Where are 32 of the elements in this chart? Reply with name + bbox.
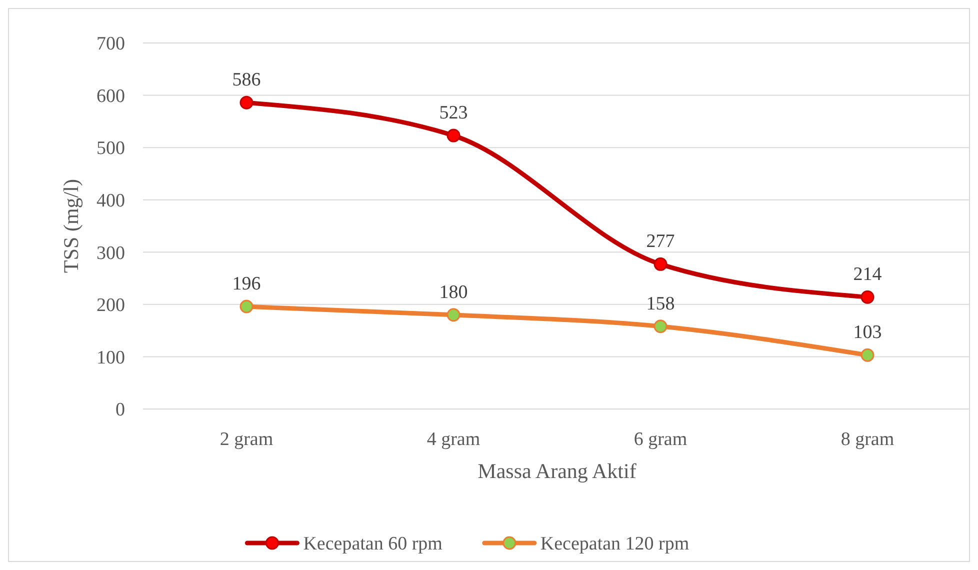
data-label: 523 xyxy=(439,102,468,124)
y-tick-label: 700 xyxy=(96,34,125,55)
y-tick-label: 200 xyxy=(96,295,125,316)
x-axis-title: Massa Arang Aktif xyxy=(478,459,636,483)
data-label: 586 xyxy=(232,70,261,91)
point xyxy=(860,348,874,362)
data-label: 158 xyxy=(646,293,675,314)
point xyxy=(240,96,254,110)
y-tick-label: 500 xyxy=(96,138,125,160)
data-label: 196 xyxy=(232,274,261,295)
x-tick-label: 8 gram xyxy=(840,429,894,450)
point xyxy=(654,257,668,271)
point xyxy=(240,300,254,314)
x-tick-label: 4 gram xyxy=(426,429,480,450)
y-tick-label: 600 xyxy=(96,86,125,107)
y-tick-label: 0 xyxy=(116,400,125,421)
point xyxy=(446,128,460,142)
y-axis-title: TSS (mg/l) xyxy=(59,179,83,273)
legend-label: Kecepatan 120 rpm xyxy=(540,534,690,555)
data-label: 277 xyxy=(646,231,675,252)
x-tick-label: 2 gram xyxy=(220,429,274,450)
point xyxy=(446,308,460,322)
y-tick-label: 300 xyxy=(96,242,125,264)
point xyxy=(860,290,874,304)
point xyxy=(654,320,668,334)
data-label: 180 xyxy=(439,282,468,303)
data-label: 214 xyxy=(853,264,882,286)
legend-label: Kecepatan 60 rpm xyxy=(303,534,443,555)
x-tick-label: 6 gram xyxy=(634,429,688,450)
y-tick-label: 100 xyxy=(96,347,125,368)
y-tick-label: 400 xyxy=(96,190,125,212)
data-label: 103 xyxy=(853,322,882,344)
